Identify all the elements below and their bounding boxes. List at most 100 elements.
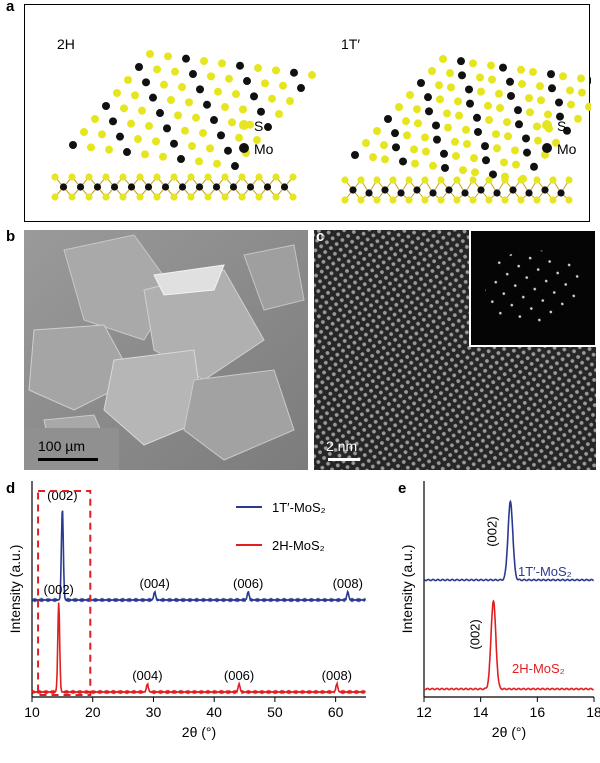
s-atom [279, 81, 287, 90]
s-atom [470, 154, 478, 163]
mo-atom [493, 189, 501, 197]
s-atom [485, 196, 493, 204]
mo-atom [509, 186, 517, 194]
s-atom [119, 193, 127, 201]
legend-s-dot [239, 120, 249, 130]
s-atom [145, 122, 153, 131]
s-atom [228, 118, 236, 127]
s-atom [131, 91, 139, 100]
mo-atom [349, 186, 357, 194]
sem-scale-label: 100 µm [38, 438, 85, 454]
s-atom [380, 141, 388, 150]
s-atom [578, 88, 586, 97]
s-atom [51, 193, 59, 201]
mo-atom [429, 189, 437, 197]
s-atom [341, 176, 349, 184]
s-atom [533, 176, 541, 184]
s-atom [462, 125, 470, 134]
mo-atom [243, 77, 251, 86]
mo-atom [109, 117, 117, 126]
mo-atom [196, 85, 204, 94]
s-atom [120, 104, 128, 113]
s-atom [153, 65, 161, 74]
mo-atom [290, 68, 298, 77]
s-atom [496, 103, 504, 112]
peak-label: (006) [224, 668, 254, 683]
x-tick-label: 40 [206, 704, 222, 720]
mo-atom [297, 84, 305, 93]
s-atom [221, 193, 229, 201]
mo-atom [351, 151, 359, 159]
mo-atom [548, 84, 556, 93]
hrtem-scale-bar [328, 458, 360, 461]
mo-atom [236, 61, 244, 70]
s-atom [373, 127, 381, 135]
s-atom [437, 196, 445, 204]
highlight-box [37, 490, 92, 696]
s-atom [206, 144, 214, 153]
s-atom [289, 193, 297, 201]
mo-atom [257, 107, 265, 116]
mo-atom [441, 163, 449, 172]
s-atom [421, 176, 429, 184]
s-atom [261, 79, 269, 88]
s-atom [444, 123, 452, 132]
s-atom [221, 103, 229, 112]
s-atom [422, 147, 430, 156]
s-atom [221, 173, 229, 181]
s-atom [405, 196, 413, 204]
mo-atom [458, 71, 466, 80]
x-tick-label: 14 [473, 704, 489, 720]
x-tick-label: 20 [85, 704, 101, 720]
legend-mo-label-left: Mo [254, 141, 274, 157]
s-atom [500, 158, 508, 167]
s-atom [187, 173, 195, 181]
s-atom [253, 136, 261, 145]
mo-atom [163, 124, 171, 133]
mo-atom [384, 115, 392, 123]
s-atom [476, 73, 484, 82]
s-atom [565, 176, 573, 184]
s-atom [389, 196, 397, 204]
s-atom [454, 97, 462, 106]
s-atom [255, 173, 263, 181]
s-atom [435, 81, 443, 90]
mo-atom [224, 146, 232, 155]
mo-atom [195, 183, 204, 191]
mo-atom [556, 112, 564, 121]
mo-atom [170, 139, 178, 148]
s-atom [565, 196, 573, 204]
1t-prime-top-view [351, 55, 591, 183]
s-atom [567, 100, 575, 109]
s-atom [200, 57, 208, 66]
mo-atom [93, 183, 102, 191]
mo-atom [445, 186, 453, 194]
x-tick-label: 16 [530, 704, 546, 720]
s-atom [574, 114, 582, 123]
s-atom [469, 196, 477, 204]
mo-atom [76, 183, 85, 191]
s-atom [402, 117, 410, 126]
peak-label: (002) [484, 516, 499, 546]
mo-atom [381, 186, 389, 194]
s-atom [517, 176, 525, 184]
mo-atom [178, 183, 187, 191]
s-atom [127, 119, 135, 128]
x-tick-label: 30 [146, 704, 162, 720]
peak-label: (006) [233, 576, 263, 591]
mo-atom [210, 116, 218, 125]
mo-atom [541, 186, 549, 194]
xrd-chart-e: 12 14 16 18 2θ (°) Intensity (a.u.) (002) 1T′-M… [399, 481, 600, 740]
s-atom [577, 74, 585, 83]
s-atom [405, 176, 413, 184]
legend-entry: 1T′-MoS₂ [272, 500, 326, 515]
mo-atom [461, 189, 469, 197]
s-atom [308, 71, 316, 80]
mo-atom [263, 183, 272, 191]
mo-atom [482, 156, 490, 165]
s-atom [437, 176, 445, 184]
mo-atom [203, 100, 211, 109]
s-atom [517, 65, 525, 74]
s-atom [362, 139, 370, 147]
s-atom [517, 196, 525, 204]
